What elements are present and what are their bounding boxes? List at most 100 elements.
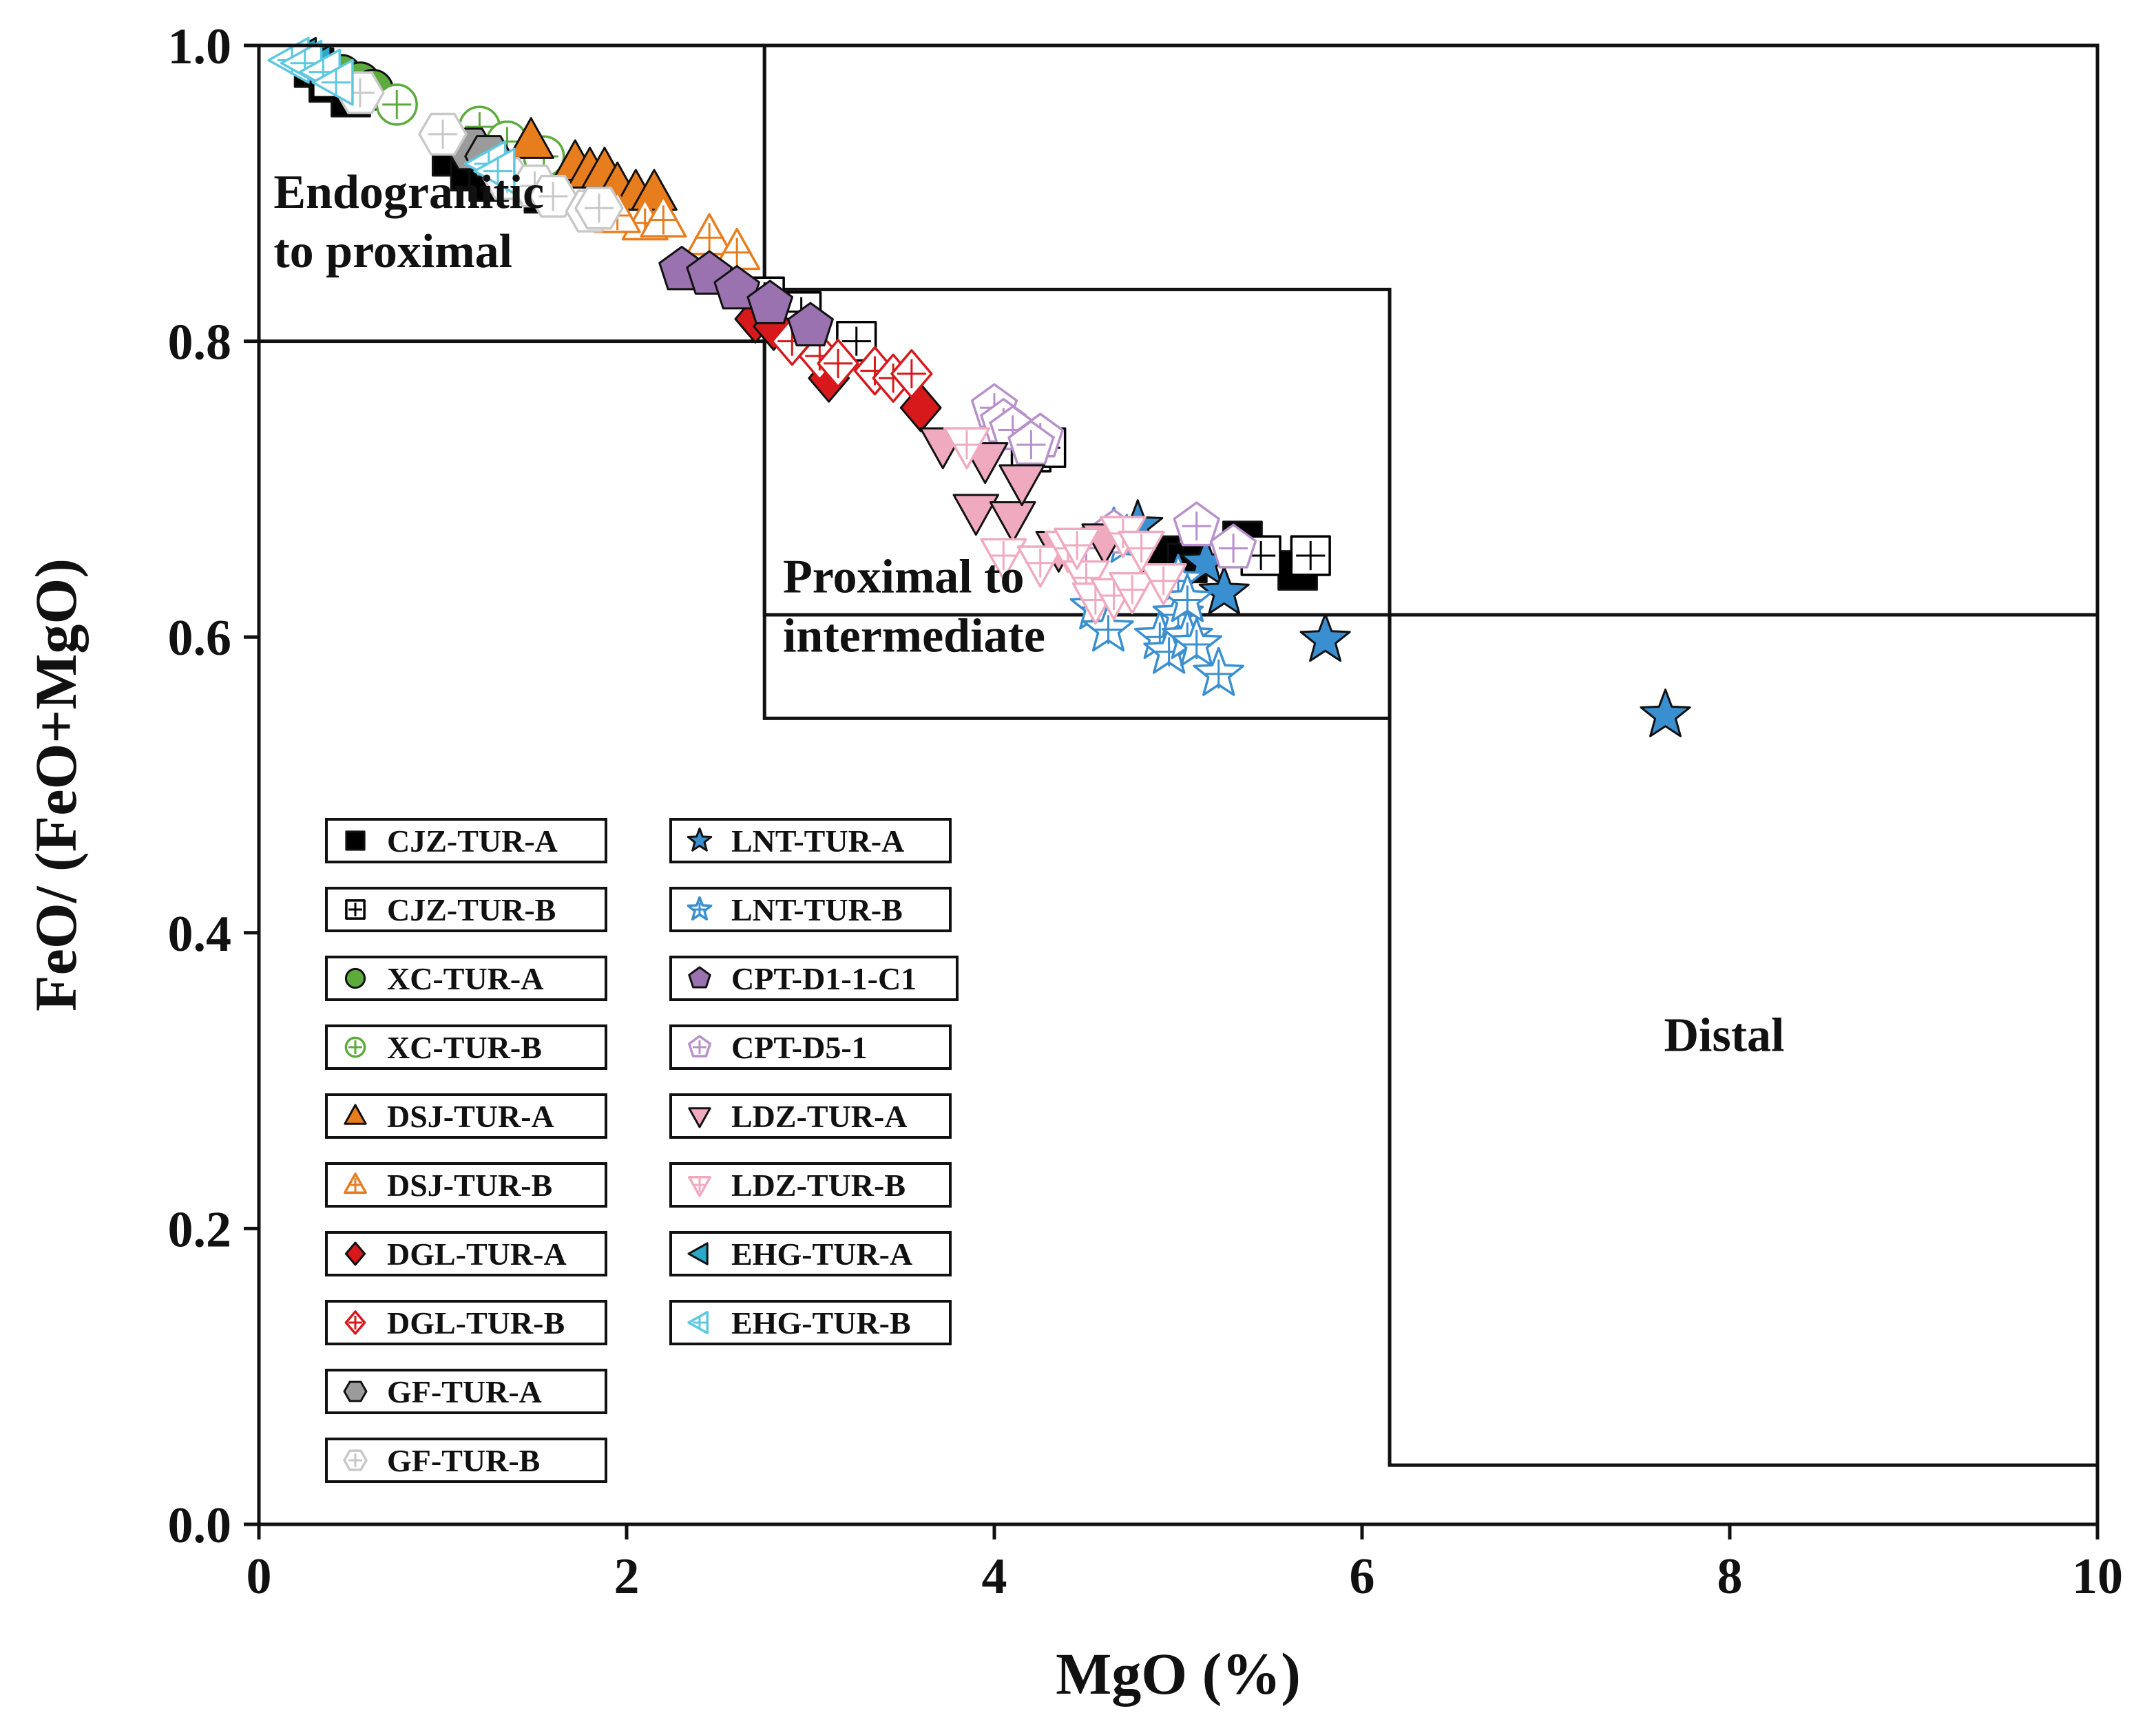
- legend-entry-ldz-tur-a: LDZ-TUR-A: [669, 1093, 952, 1139]
- point-ldz-tur-b-8: [1140, 563, 1187, 606]
- x-tick-label-3: 6: [1350, 1548, 1375, 1605]
- legend-marker-ldz-tur-b: [688, 1176, 711, 1197]
- legend-marker-gf-tur-b: [343, 1449, 368, 1471]
- point-lnt-tur-b-1: [1082, 602, 1134, 652]
- point-dgl-tur-b-2: [817, 339, 859, 388]
- point-ehg-tur-b-5: [473, 147, 516, 195]
- point-ldz-tur-b-2: [1016, 545, 1064, 588]
- legend-marker-dgl-tur-b: [344, 1310, 366, 1335]
- legend-marker-ehg-tur-a: [687, 1242, 709, 1265]
- legend-entry-xc-tur-a: XC-TUR-A: [325, 956, 607, 1001]
- point-lnt-tur-b-9: [1193, 646, 1245, 696]
- legend-entry-cjz-tur-b: CJZ-TUR-B: [325, 887, 607, 932]
- legend-label-cpt-d5-1: CPT-D5-1: [731, 1030, 868, 1065]
- legend-entry-dgl-tur-a: DGL-TUR-A: [325, 1231, 607, 1276]
- legend-entry-cpt-d5-1: CPT-D5-1: [669, 1024, 952, 1070]
- legend-marker-cjz-tur-a: [345, 830, 366, 851]
- point-lnt-tur-b-6: [1171, 617, 1223, 666]
- legend-marker-cjz-tur-b: [345, 899, 366, 920]
- point-ldz-tur-b-0: [943, 427, 990, 470]
- legend-marker-lnt-tur-b: [687, 896, 713, 921]
- axis-ticks: 0 2 4 6 8 10 0.0 0.2 0.4 0.6 0.8 1.0: [168, 19, 2124, 1605]
- legend-label-gf-tur-b: GF-TUR-B: [387, 1443, 540, 1478]
- region-label-2-0: Distal: [1664, 1009, 1784, 1062]
- region-box-3: [762, 43, 2100, 617]
- legend-label-xc-tur-a: XC-TUR-A: [387, 961, 543, 996]
- point-cjz-tur-b-7: [1290, 535, 1331, 576]
- legend-label-gf-tur-a: GF-TUR-A: [387, 1374, 542, 1409]
- x-tick-label-5: 10: [2072, 1548, 2123, 1605]
- legend-label-cpt-d1-1-c1: CPT-D1-1-C1: [731, 961, 917, 996]
- y-tick-label-4: 0.8: [168, 315, 232, 371]
- legend-entry-dsj-tur-a: DSJ-TUR-A: [325, 1093, 607, 1139]
- point-gf-tur-b-1: [418, 112, 468, 156]
- legend-entry-lnt-tur-a: LNT-TUR-A: [669, 818, 952, 863]
- legend-marker-dgl-tur-a: [344, 1241, 366, 1266]
- point-cpt-d1-1-c1-4: [787, 302, 834, 347]
- point-gf-tur-b-6: [574, 187, 624, 230]
- legend-marker-gf-tur-a: [343, 1380, 368, 1402]
- region-label-1-1: intermediate: [783, 610, 1045, 663]
- y-tick-label-3: 0.6: [168, 610, 232, 666]
- point-ldz-tur-b-1: [980, 538, 1027, 580]
- legend-entry-dsj-tur-b: DSJ-TUR-B: [325, 1162, 607, 1208]
- point-xc-tur-b-0: [375, 83, 418, 126]
- legend-label-lnt-tur-a: LNT-TUR-A: [731, 823, 904, 859]
- legend-marker-xc-tur-a: [344, 967, 366, 989]
- legend-marker-lnt-tur-a: [687, 827, 713, 852]
- point-dsj-tur-a-0: [507, 117, 554, 159]
- legend-entry-ehg-tur-b: EHG-TUR-B: [669, 1300, 952, 1345]
- region-label-1-0: Proximal to: [783, 551, 1025, 604]
- legend-entry-gf-tur-b: GF-TUR-B: [325, 1438, 607, 1483]
- legend-label-dgl-tur-a: DGL-TUR-A: [387, 1237, 567, 1272]
- legend-label-cjz-tur-b: CJZ-TUR-B: [387, 892, 556, 927]
- y-tick-label-1: 0.2: [168, 1201, 232, 1258]
- point-ldz-tur-a-2: [952, 494, 1000, 536]
- x-axis-title: MgO (%): [1056, 1641, 1301, 1707]
- legend-label-dsj-tur-a: DSJ-TUR-A: [387, 1099, 554, 1134]
- point-gf-tur-b-4: [528, 174, 578, 218]
- legend-marker-cpt-d1-1-c1: [688, 966, 711, 989]
- point-ldz-tur-a-3: [989, 501, 1036, 543]
- point-ldz-tur-a-4: [998, 464, 1045, 507]
- legend-label-ldz-tur-b: LDZ-TUR-B: [731, 1168, 906, 1203]
- y-tick-label-0: 0.0: [168, 1497, 232, 1554]
- point-cpt-d5-1-4: [1007, 420, 1055, 465]
- x-tick-label-2: 4: [982, 1548, 1007, 1605]
- legend-label-xc-tur-b: XC-TUR-B: [387, 1030, 542, 1065]
- point-lnt-tur-a-3: [1299, 613, 1351, 662]
- x-tick-label-4: 8: [1717, 1548, 1743, 1605]
- legend-label-dsj-tur-b: DSJ-TUR-B: [387, 1168, 552, 1203]
- legend-entry-xc-tur-b: XC-TUR-B: [325, 1024, 607, 1070]
- plot-frame: [257, 43, 2100, 1526]
- point-ldz-tur-b-11: [1118, 530, 1165, 574]
- legend-entry-ldz-tur-b: LDZ-TUR-B: [669, 1162, 952, 1208]
- legend: CJZ-TUR-A CJZ-TUR-B XC-TUR-A XC-TUR-B DSJ-TU…: [325, 818, 959, 1483]
- region-label-0-1: to proximal: [273, 225, 512, 278]
- legend-entry-gf-tur-a: GF-TUR-A: [325, 1369, 607, 1414]
- legend-marker-ldz-tur-a: [688, 1107, 711, 1128]
- legend-label-lnt-tur-b: LNT-TUR-B: [731, 892, 903, 927]
- legend-marker-dsj-tur-b: [344, 1173, 367, 1194]
- legend-marker-ehg-tur-b: [687, 1311, 709, 1334]
- legend-marker-xc-tur-b: [344, 1036, 366, 1058]
- data-points: [267, 36, 1691, 737]
- legend-entry-dgl-tur-b: DGL-TUR-B: [325, 1300, 607, 1345]
- x-tick-label-1: 2: [614, 1548, 640, 1605]
- legend-marker-cpt-d5-1: [688, 1035, 711, 1058]
- point-ldz-tur-b-7: [1109, 571, 1156, 615]
- legend-entry-cjz-tur-a: CJZ-TUR-A: [325, 818, 607, 863]
- legend-marker-dsj-tur-a: [344, 1104, 367, 1125]
- point-cpt-d5-1-5: [1173, 501, 1220, 547]
- x-tick-label-0: 0: [247, 1548, 272, 1605]
- point-ehg-tur-b-3: [311, 59, 354, 106]
- legend-entry-cpt-d1-1-c1: CPT-D1-1-C1: [669, 956, 959, 1001]
- point-lnt-tur-a-4: [1640, 688, 1691, 737]
- point-ldz-tur-b-9: [1054, 527, 1101, 570]
- y-tick-label-5: 1.0: [168, 19, 232, 75]
- region-labels: Endogranitic to proximal Proximal to interm…: [273, 166, 1784, 1062]
- y-axis-title: FeO/ (FeO+MgO): [23, 558, 89, 1011]
- legend-label-ehg-tur-a: EHG-TUR-A: [731, 1237, 912, 1272]
- point-dgl-tur-b-5: [890, 349, 933, 399]
